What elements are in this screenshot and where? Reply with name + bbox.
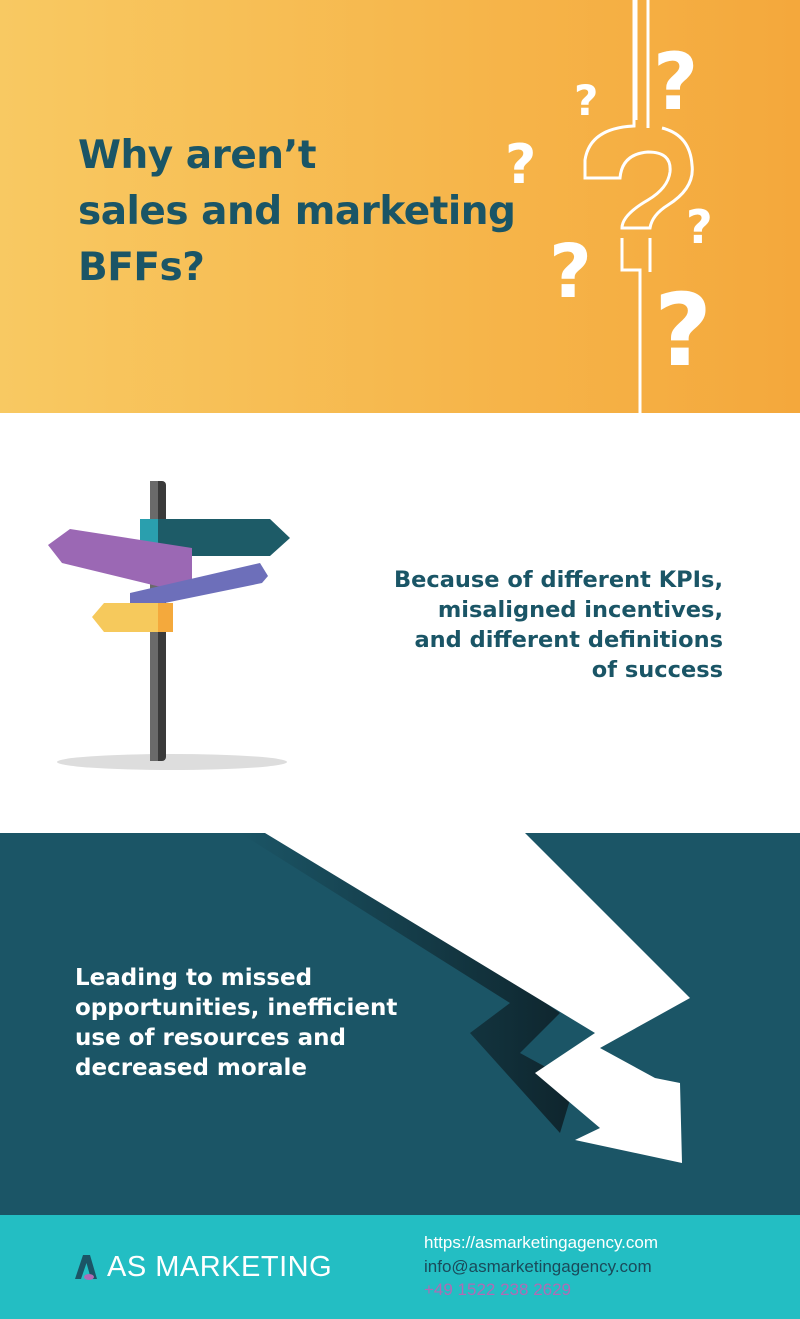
reason-text: Because of different KPIs, misaligned in…	[394, 565, 723, 685]
downward-arrow-icon	[240, 833, 690, 1163]
title-line: sales and marketing	[78, 189, 516, 234]
consequence-section: Leading to missed opportunities, ineffic…	[0, 833, 800, 1215]
question-mark-icon	[574, 76, 598, 125]
consequence-line: use of resources and	[75, 1025, 346, 1051]
question-mark-icon	[505, 133, 536, 196]
question-mark-icon	[653, 38, 698, 128]
consequence-line: Leading to missed	[75, 965, 313, 991]
as-logo-icon	[75, 1254, 97, 1280]
website-link[interactable]: https://asmarketingagency.com	[424, 1233, 659, 1252]
brand-name: AS MARKETING	[107, 1251, 333, 1283]
footer: AS MARKETING https://asmarketingagency.c…	[0, 1215, 800, 1319]
question-mark-icon	[549, 229, 592, 315]
consequence-line: opportunities, inefficient	[75, 995, 398, 1021]
question-mark-icon	[654, 272, 712, 389]
signpost-icon	[48, 481, 290, 770]
title-line: BFFs?	[78, 245, 205, 290]
reason-line: and different definitions	[414, 627, 723, 653]
consequence-line: decreased morale	[75, 1055, 308, 1081]
reason-line: misaligned incentives,	[437, 597, 723, 623]
phone-number[interactable]: +49 1522 238 2629	[424, 1280, 572, 1299]
question-mark-icon	[686, 200, 713, 254]
reason-line: of success	[591, 657, 723, 683]
page-title: Why aren’t sales and marketing BFFs?	[78, 128, 516, 296]
header-banner: Why aren’t sales and marketing BFFs?	[0, 0, 800, 413]
split-question-mark-icon	[583, 0, 694, 413]
reason-section: Because of different KPIs, misaligned in…	[0, 413, 800, 833]
email-link[interactable]: info@asmarketingagency.com	[424, 1256, 652, 1276]
contact-info: https://asmarketingagency.com info@asmar…	[424, 1231, 658, 1302]
brand-logo: AS MARKETING	[75, 1251, 332, 1284]
consequence-text: Leading to missed opportunities, ineffic…	[75, 963, 397, 1083]
title-line: Why aren’t	[78, 133, 317, 178]
reason-line: Because of different KPIs,	[393, 567, 723, 593]
